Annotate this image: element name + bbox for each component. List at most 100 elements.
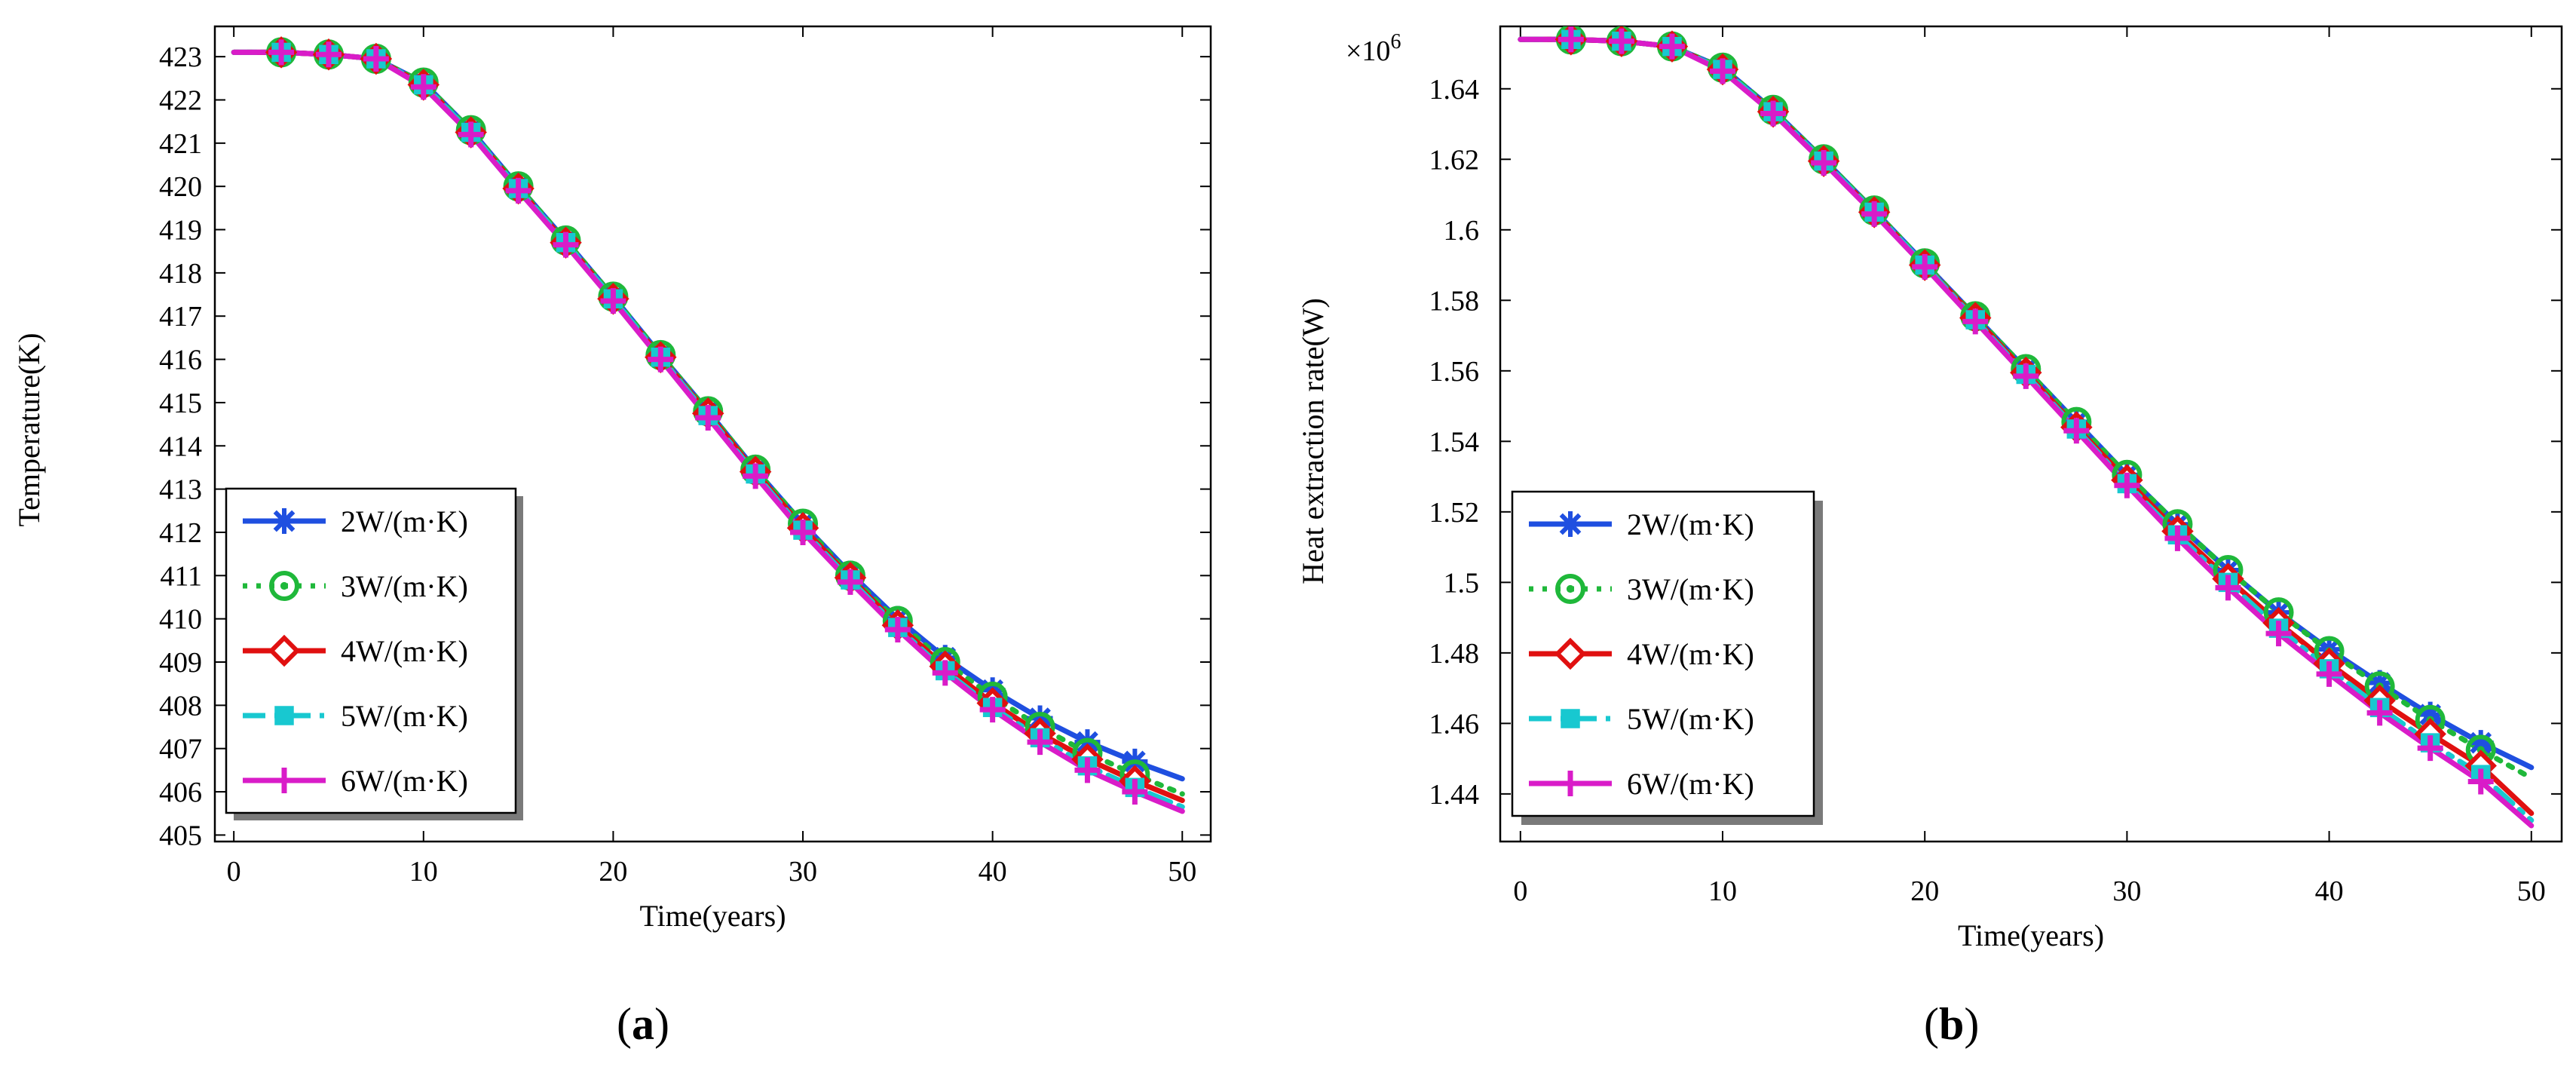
series-1-point [2467,730,2494,756]
series-5-point [1912,253,1938,280]
y-tick-label: 412 [159,517,202,549]
series-5-point [1710,58,1736,84]
x-tick-label: 10 [1708,875,1737,907]
x-tick-label: 0 [1513,875,1527,907]
legend-marker-3 [1554,637,1587,670]
x-axis-label: Time(years) [639,899,786,933]
series-5-point [2265,621,2292,647]
y-tick-label: 413 [159,474,202,506]
y-axis-label: Temperature(K) [12,333,46,526]
y-tick-label: 1.56 [1429,356,1480,388]
y-axis-label: Heat extraction rate(W) [1296,298,1330,584]
series-5-point [505,177,531,204]
legend-label-2: 3W/(m·K) [341,569,468,603]
x-tick-label: 0 [227,856,241,888]
y-tick-label: 407 [159,734,202,765]
y-tick-label: 1.48 [1429,638,1480,670]
y-tick-label: 422 [159,84,202,116]
series-5-point [1811,149,1837,176]
y-tick-label: 1.62 [1429,144,1480,176]
plot-area [1518,26,2535,829]
legend-label-1: 2W/(m·K) [341,504,468,538]
chart-panel-b: 0 10 20 30 40 50 1.44 1.46 1.48 1.5 1.52 1.54 1.56 1.… [1296,25,2563,1049]
y-tick-label: 406 [159,777,202,808]
y-tick-label: 417 [159,301,202,333]
legend-label-4: 5W/(m·K) [341,699,468,733]
series-5-point [979,697,1006,723]
series-5-point [1659,33,1685,60]
legend-marker-2 [1555,574,1585,604]
series-5-point [1074,757,1101,783]
legend: 2W/(m·K) 3W/(m·K) 4W/(m·K) 5W/(m·K) 6W/(m·K) [225,487,523,820]
series-5-point [1608,28,1634,54]
series-5-point [1962,308,1989,335]
series-1-point [2417,701,2443,728]
y-tick-label: 1.58 [1429,285,1480,317]
legend-label-2: 3W/(m·K) [1627,572,1754,606]
y-tick-label: 420 [159,171,202,203]
series-5-point [648,346,674,373]
series-5-point [2063,418,2090,444]
series-line-2 [1518,36,2535,781]
x-tick-label: 20 [599,856,627,888]
y-tick-label: 1.5 [1444,567,1480,599]
y-tick-label: 1.6 [1444,215,1480,247]
y-tick-label: 405 [159,820,202,851]
series-5-point [600,288,626,314]
y-tick-label: 1.44 [1429,779,1480,811]
legend-label-3: 4W/(m·K) [1627,637,1754,671]
y-tick-label: 408 [159,690,202,722]
series-5-point [695,404,721,431]
series-5-point [2215,575,2241,601]
legend: 2W/(m·K) 3W/(m·K) 4W/(m·K) 5W/(m·K) 6W/(m·K) [1511,490,1823,825]
series-5-point [1861,201,1888,227]
x-tick-label: 40 [979,856,1007,888]
x-tick-label: 50 [2517,875,2546,907]
series-5-point [553,231,579,258]
series-5-point [2164,525,2191,551]
series-5-point [2467,768,2494,795]
y-tick-label: 419 [159,215,202,247]
series-5-point [1760,100,1787,127]
series-5-point [2013,363,2039,389]
x-tick-label: 30 [789,856,817,888]
legend-marker-5 [271,768,297,793]
y-tick-label: 410 [159,604,202,636]
series-5-point [837,569,863,595]
y-tick-label: 415 [159,388,202,419]
plot-frame [213,25,1212,843]
x-tick-label: 30 [2112,875,2141,907]
y-tick-label: 1.64 [1429,74,1480,106]
series-5-point [2366,700,2393,726]
y-tick-label: 1.46 [1429,708,1480,740]
x-tick-label: 20 [1910,875,1939,907]
chart-panel-a: 0 10 20 30 40 50 405 406 407 408 409 410 411 412 413 41… [12,25,1212,1049]
series-5-point [884,616,911,642]
series-5-point [2316,661,2342,687]
series-5-point [1122,779,1148,805]
series-5-point [315,41,342,68]
legend-label-1: 2W/(m·K) [1627,507,1754,541]
y-tick-label: 414 [159,431,202,462]
x-tick-label: 10 [409,856,438,888]
legend-marker-4 [1561,709,1580,728]
y-tick-label: 411 [160,560,202,592]
plot-frame [1499,25,2563,843]
x-tick-label: 40 [2315,875,2344,907]
series-5-point [790,519,816,545]
legend-label-3: 4W/(m·K) [341,634,468,668]
series-5-point [458,121,484,148]
series-5-point [932,660,958,686]
legend-marker-4 [274,706,294,725]
y-tick-label: 1.52 [1429,497,1480,529]
y-tick-label: 1.54 [1429,426,1480,458]
legend-marker-3 [268,634,301,667]
panel-label: (b) [1924,999,1979,1049]
series-5-point [268,39,295,66]
plot-area [231,36,1185,814]
y-tick-label: 418 [159,258,202,290]
legend-label-5: 6W/(m·K) [341,764,468,798]
y-tick-label: 416 [159,345,202,376]
panel-label: (a) [617,999,669,1049]
